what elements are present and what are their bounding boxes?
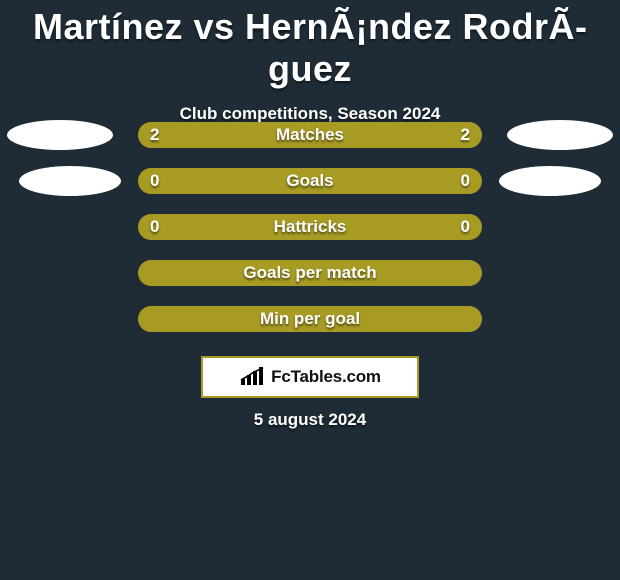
bars-logo-icon: [239, 367, 267, 387]
stat-row: Min per goal: [0, 306, 620, 352]
stat-bar: Hattricks0 0: [138, 214, 482, 240]
stat-label: Goals: [138, 168, 482, 194]
stat-value-right: 2: [461, 122, 470, 148]
stat-value-left: 0: [150, 168, 159, 194]
stat-bar: Matches2 2: [138, 122, 482, 148]
stat-rows: Matches22Goals00Hattricks00Goals per mat…: [0, 122, 620, 352]
stat-bar: Goals per match: [138, 260, 482, 286]
stat-value-left: 2: [150, 122, 159, 148]
footer-brand-text: FcTables.com: [271, 367, 381, 387]
footer-date: 5 august 2024: [0, 410, 620, 430]
stat-value-left: 0: [150, 214, 159, 240]
footer-attribution: FcTables.com: [201, 356, 419, 398]
stat-bar: Goals0 0: [138, 168, 482, 194]
player-ellipse-left: [19, 166, 121, 196]
stat-row: Hattricks0 0: [0, 214, 620, 260]
player-ellipse-left: [7, 120, 113, 150]
page-subtitle: Club competitions, Season 2024: [0, 104, 620, 124]
stat-label: Matches: [138, 122, 482, 148]
stat-value-right: 0: [461, 214, 470, 240]
page-title: Martínez vs HernÃ¡ndez RodrÃ­guez: [0, 0, 620, 90]
stat-value-right: 0: [461, 168, 470, 194]
stat-label: Min per goal: [138, 306, 482, 332]
player-ellipse-right: [507, 120, 613, 150]
stat-label: Hattricks: [138, 214, 482, 240]
stat-row: Goals per match: [0, 260, 620, 306]
stat-label: Goals per match: [138, 260, 482, 286]
player-ellipse-right: [499, 166, 601, 196]
stat-bar: Min per goal: [138, 306, 482, 332]
comparison-infographic: Martínez vs HernÃ¡ndez RodrÃ­guez Club c…: [0, 0, 620, 580]
